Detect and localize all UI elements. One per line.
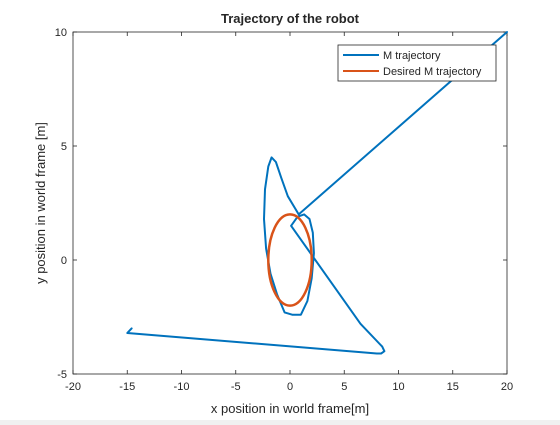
x-tick-label: -20 — [65, 381, 81, 393]
x-tick-label: 5 — [341, 381, 347, 393]
series-desired-m-trajectory — [267, 213, 313, 307]
x-tick-label: 20 — [501, 381, 513, 393]
x-tick-label: 10 — [392, 381, 404, 393]
legend-label-desired-m-trajectory: Desired M trajectory — [383, 66, 482, 78]
y-tick-label: 5 — [61, 141, 67, 153]
x-axis-label: x position in world frame[m] — [211, 401, 369, 416]
y-axis-label: y position in world frame [m] — [33, 122, 48, 284]
x-tick-label: -10 — [174, 381, 190, 393]
x-tick-label: -5 — [231, 381, 241, 393]
legend-label-m-trajectory: M trajectory — [383, 50, 441, 62]
y-tick-label: -5 — [57, 369, 67, 381]
plot-area — [72, 31, 508, 375]
chart-title: Trajectory of the robot — [221, 11, 360, 26]
legend: M trajectory Desired M trajectory — [337, 44, 497, 82]
legend-box — [337, 44, 497, 82]
series-layer — [126, 31, 508, 355]
y-tick-label: 10 — [55, 27, 67, 39]
axis-ticks: -20 -15 -10 -5 0 5 10 15 20 -5 0 5 10 — [55, 27, 513, 393]
x-tick-label: 15 — [447, 381, 459, 393]
x-tick-label: -15 — [119, 381, 135, 393]
x-tick-label: 0 — [287, 381, 293, 393]
series-m-trajectory — [126, 31, 508, 355]
y-tick-label: 0 — [61, 255, 67, 267]
